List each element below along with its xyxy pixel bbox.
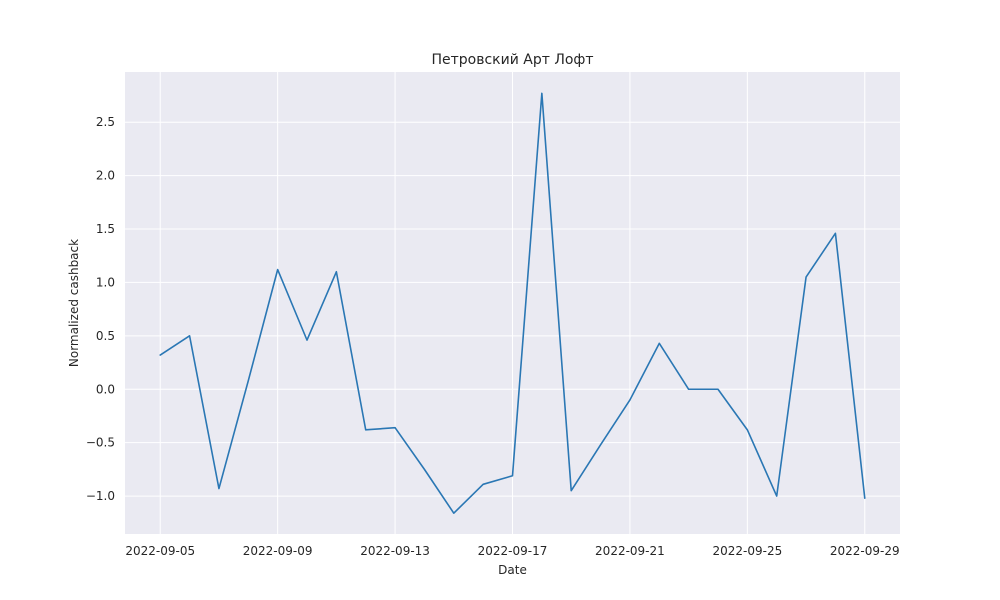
x-tick-label: 2022-09-25: [712, 544, 782, 558]
x-axis-label: Date: [498, 563, 527, 577]
x-tick-label: 2022-09-29: [830, 544, 900, 558]
y-tick-label: 1.5: [96, 222, 115, 236]
x-tick-labels: 2022-09-05 2022-09-09 2022-09-13 2022-09-17…: [125, 544, 899, 558]
y-tick-label: 2.0: [96, 169, 115, 183]
x-tick-label: 2022-09-21: [595, 544, 665, 558]
y-axis-label: Normalized cashback: [67, 239, 81, 367]
y-tick-label: 2.5: [96, 115, 115, 129]
y-tick-labels: −1.0 −0.5 0.0 0.5 1.0 1.5 2.0 2.5: [86, 115, 115, 503]
x-tick-label: 2022-09-17: [478, 544, 548, 558]
x-tick-label: 2022-09-13: [360, 544, 430, 558]
y-tick-label: 0.5: [96, 329, 115, 343]
chart-title: Петровский Арт Лофт: [431, 52, 593, 68]
y-tick-label: −1.0: [86, 489, 115, 503]
y-tick-label: 1.0: [96, 275, 115, 289]
y-tick-label: 0.0: [96, 382, 115, 396]
x-tick-label: 2022-09-05: [125, 544, 195, 558]
gridlines: [125, 72, 900, 534]
series-line: [159, 92, 866, 514]
y-tick-label: −0.5: [86, 436, 115, 450]
x-tick-label: 2022-09-09: [243, 544, 313, 558]
series-layer: [159, 92, 866, 514]
